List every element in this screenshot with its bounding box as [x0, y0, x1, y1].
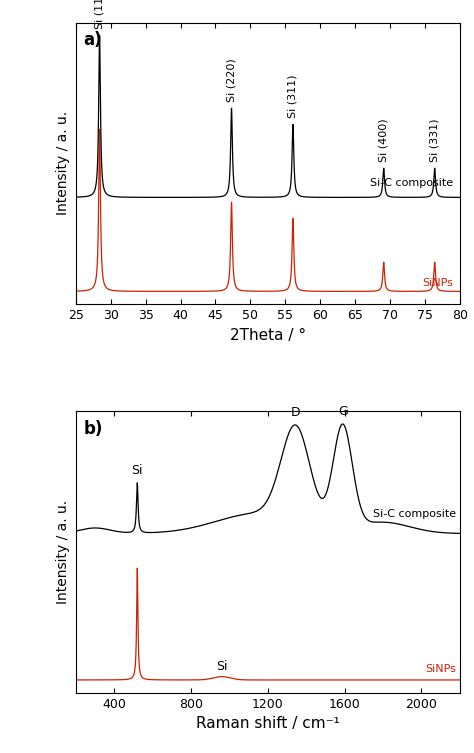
Text: D: D [291, 407, 301, 419]
Text: Si (331): Si (331) [429, 118, 440, 162]
Text: SiNPs: SiNPs [425, 664, 456, 675]
Text: Si (111): Si (111) [95, 0, 105, 29]
Y-axis label: Intensity / a. u.: Intensity / a. u. [56, 500, 70, 604]
Text: Si (311): Si (311) [288, 75, 298, 118]
Text: Si: Si [131, 465, 143, 477]
Text: G: G [338, 405, 347, 419]
Text: SiNPs: SiNPs [422, 278, 453, 288]
Text: Si-C composite: Si-C composite [370, 178, 453, 187]
Text: Si-C composite: Si-C composite [373, 509, 456, 519]
X-axis label: 2Theta / °: 2Theta / ° [230, 328, 306, 343]
Text: Si (400): Si (400) [379, 118, 389, 162]
Text: a): a) [83, 31, 102, 49]
X-axis label: Raman shift / cm⁻¹: Raman shift / cm⁻¹ [196, 716, 340, 731]
Text: b): b) [83, 419, 103, 437]
Text: Si (220): Si (220) [227, 58, 237, 102]
Y-axis label: Intensity / a. u.: Intensity / a. u. [56, 111, 70, 215]
Text: Si: Si [216, 660, 228, 673]
